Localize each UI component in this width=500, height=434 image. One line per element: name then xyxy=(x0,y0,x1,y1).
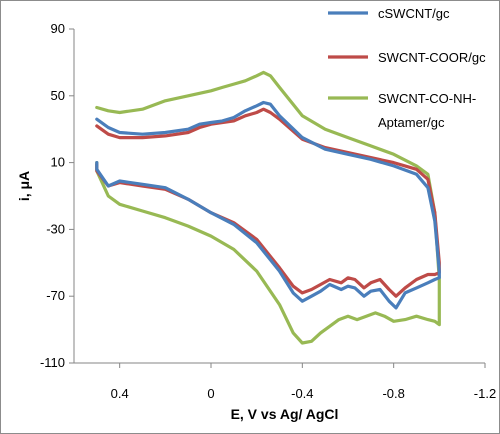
legend-entry: SWCNT-COOR/gc xyxy=(378,50,486,65)
x-tick-label: -0.4 xyxy=(291,386,313,401)
x-tick-label: -1.2 xyxy=(474,386,496,401)
legend-entry: cSWCNT/gc xyxy=(378,6,450,21)
y-tick-label: 10 xyxy=(51,155,65,170)
legend-entry: SWCNT-CO-NH-Aptamer/gc xyxy=(378,91,476,130)
series-line-swcnt-co-nh-aptamer-gc xyxy=(95,70,441,345)
x-tick-label: -0.8 xyxy=(382,386,404,401)
series-line-swcnt-coor-gc xyxy=(95,107,441,298)
y-tick-label: 50 xyxy=(51,88,65,103)
x-tick-label: 0 xyxy=(207,386,214,401)
y-tick-label: 90 xyxy=(51,21,65,36)
x-axis-title: E, V vs Ag/ AgCl xyxy=(231,406,339,422)
series-lines xyxy=(95,70,441,345)
y-tick-label: -70 xyxy=(46,288,65,303)
series-line-cswcnt-gc xyxy=(95,100,441,310)
axes xyxy=(73,29,485,364)
y-axis-title: i, μA xyxy=(16,171,32,201)
legend: cSWCNT/gc SWCNT-COOR/gc SWCNT-CO-NH-Aptame… xyxy=(328,6,486,130)
ticks: 90 50 10 -30 -70 -110 0.4 0 -0.4 -0.8 -1.2 xyxy=(40,21,496,401)
y-tick-label: -110 xyxy=(40,355,65,370)
x-tick-label: 0.4 xyxy=(111,386,129,401)
y-tick-label: -30 xyxy=(46,221,65,236)
